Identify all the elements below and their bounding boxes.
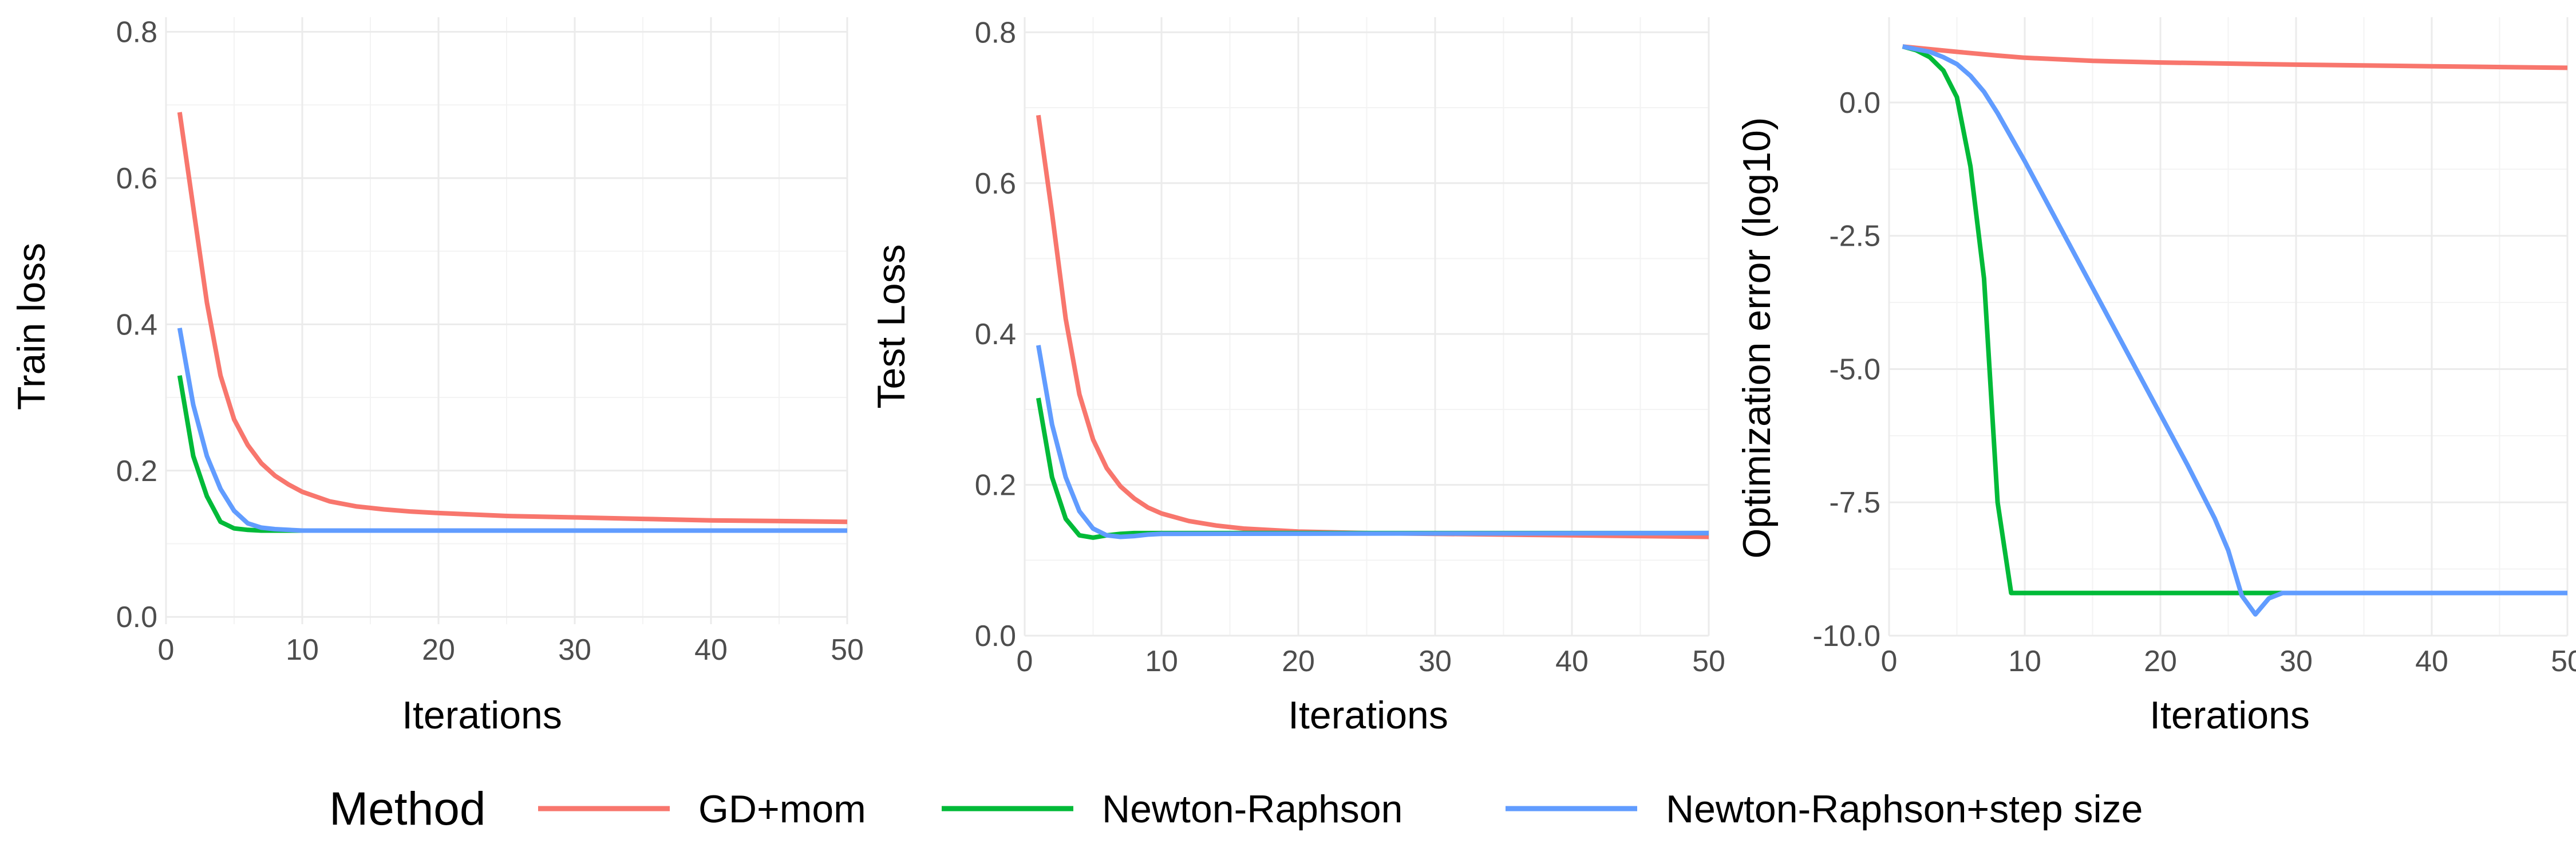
legend-label-gd-mom: GD+mom	[698, 787, 866, 831]
panel-test-loss: Iterations Test Loss 0 10 20 30 40 50 0.0 0.2 0.…	[870, 16, 1725, 737]
panel-optimization-error: Iterations Optimization error (log10) 0 1…	[1735, 17, 2576, 737]
legend-label-newton-raphson-step-size: Newton-Raphson+step size	[1666, 787, 2143, 831]
y-tick-label: -5.0	[1829, 353, 1880, 386]
legend: Method GD+mom Newton-Raphson Newton-Raph…	[329, 783, 2143, 835]
y-tick-label: -10.0	[1812, 620, 1880, 653]
x-tick-label: 30	[1419, 645, 1452, 678]
y-axis-title: Train loss	[10, 243, 53, 410]
y-tick-label: 0.8	[116, 16, 157, 49]
x-tick-label: 20	[1282, 645, 1315, 678]
x-tick-label: 0	[158, 633, 175, 667]
legend-label-newton-raphson: Newton-Raphson	[1102, 787, 1402, 831]
series-line-newton-raphson-step-size	[180, 328, 847, 531]
x-tick-label: 50	[2551, 645, 2576, 678]
x-tick-label: 40	[2415, 645, 2448, 678]
x-axis-title: Iterations	[402, 693, 562, 737]
gridlines	[1025, 17, 1709, 636]
x-tick-label: 0	[1017, 645, 1033, 678]
series-line-gd-mom	[1903, 46, 2567, 68]
series-line-newton-raphson-step-size	[1038, 345, 1709, 537]
y-tick-label: 0.0	[975, 620, 1016, 653]
y-axis-title: Optimization error (log10)	[1735, 117, 1779, 559]
x-tick-label: 50	[1692, 645, 1725, 678]
y-tick-label: 0.6	[116, 162, 157, 195]
x-axis-title: Iterations	[2150, 693, 2310, 737]
x-tick-label: 50	[831, 633, 864, 667]
x-tick-label: 30	[558, 633, 591, 667]
series-line-gd-mom	[180, 112, 847, 522]
x-tick-label: 20	[422, 633, 455, 667]
y-tick-label: 0.4	[116, 308, 157, 341]
y-tick-label: -7.5	[1829, 486, 1880, 519]
y-tick-label: 0.0	[1839, 86, 1880, 120]
y-tick-label: 0.6	[975, 167, 1016, 200]
y-tick-label: 0.8	[975, 16, 1016, 49]
legend-title: Method	[329, 783, 486, 835]
y-tick-label: -2.5	[1829, 220, 1880, 253]
y-tick-label: 0.2	[116, 455, 157, 488]
x-tick-label: 10	[1145, 645, 1178, 678]
series-line-newton-raphson	[1038, 398, 1709, 538]
gridlines	[166, 17, 847, 624]
x-tick-label: 10	[286, 633, 319, 667]
panel-train-loss: Iterations Train loss 0 10 20 30 40 50 0.0 0.2 0…	[10, 16, 864, 737]
x-tick-label: 10	[2008, 645, 2041, 678]
x-tick-label: 40	[694, 633, 728, 667]
gridlines	[1889, 17, 2567, 636]
x-tick-label: 20	[2144, 645, 2177, 678]
series-line-newton-raphson	[1903, 46, 2567, 593]
x-tick-label: 30	[2279, 645, 2313, 678]
y-tick-label: 0.0	[116, 601, 157, 634]
y-axis-title: Test Loss	[870, 244, 913, 408]
series-line-newton-raphson	[180, 376, 847, 531]
series-line-gd-mom	[1038, 115, 1709, 537]
y-tick-label: 0.2	[975, 469, 1016, 502]
y-tick-label: 0.4	[975, 318, 1016, 351]
x-tick-label: 40	[1555, 645, 1589, 678]
x-axis-title: Iterations	[1288, 693, 1448, 737]
x-tick-label: 0	[1881, 645, 1898, 678]
